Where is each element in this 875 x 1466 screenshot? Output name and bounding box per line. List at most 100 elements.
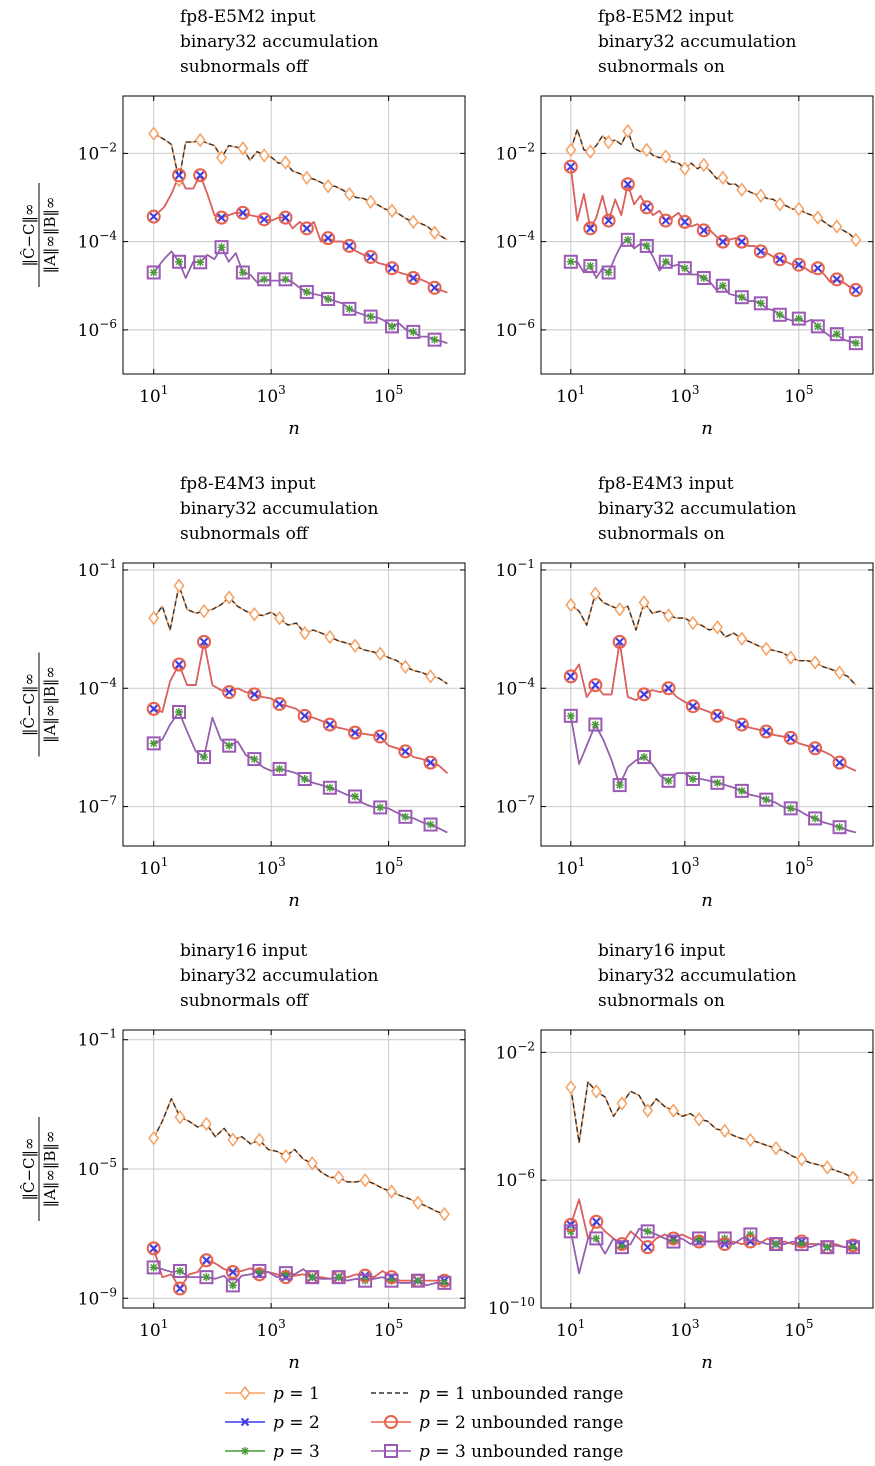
data-point [350,728,360,737]
legend-item-p1-unbounded: p = 1 unbounded range [371,1384,623,1404]
chart-title-line: binary32 accumulation [180,499,378,519]
plot-series [146,126,448,347]
y-axis-label-denominator: ‖A‖∞‖B‖∞ [41,197,59,274]
plot-area [123,563,465,846]
data-point [324,295,333,304]
data-point [642,1103,654,1118]
data-point [664,684,673,693]
data-point [366,252,375,262]
data-point [770,1140,782,1156]
data-point [172,254,187,269]
data-point [810,744,820,753]
data-point [811,814,820,823]
data-point [583,221,598,236]
data-point [612,778,627,793]
data-point [808,741,823,756]
data-point [687,615,699,631]
data-point [661,773,676,788]
y-tick-label: 10−10 [488,1295,535,1319]
x-tick-label: 105 [784,855,813,879]
data-point [821,1160,833,1175]
x-axis-label: n [288,890,300,911]
x-tick-label: 101 [556,855,585,879]
data-point [612,634,627,649]
data-point [322,780,337,795]
data-point [342,238,357,253]
data-point [238,268,247,277]
data-point [348,725,363,740]
chart-panel: binary16 input binary32 accumulation subno… [488,941,874,1373]
y-axis-label-numerator: ‖Ĉ−C‖∞ [20,203,38,266]
data-point [305,1270,320,1285]
y-axis-label-numerator: ‖Ĉ−C‖∞ [20,1137,38,1200]
data-point [711,620,723,635]
series-markers-p3 [566,235,860,348]
data-point [734,290,749,305]
data-point [642,203,651,212]
y-axis-label: ‖Ĉ−C‖∞ ‖A‖∞‖B‖∞ [20,652,59,757]
plot-frame [540,562,874,847]
plot-series [146,578,448,834]
y-tick-label: 10−2 [78,140,117,164]
y-tick-label: 10−1 [78,557,117,581]
data-point [566,257,575,266]
data-point [351,792,360,801]
data-point [810,319,825,334]
grid [123,563,465,846]
data-point [848,336,863,351]
data-point [199,1253,214,1268]
data-point [259,215,269,224]
chart-title-line: subnormals off [180,991,310,1011]
data-point [641,142,653,158]
data-point [297,771,312,786]
data-point [306,1156,318,1171]
y-axis-label-denominator: ‖A‖∞‖B‖∞ [41,1131,59,1208]
data-point [713,778,722,787]
data-point [734,234,749,249]
y-tick-label: 10−1 [78,1027,117,1051]
data-point [565,597,577,613]
data-point [586,224,595,233]
data-point [255,1266,264,1275]
data-point [214,240,229,255]
data-point [565,142,577,158]
series-line-p2-unbounded [570,166,857,291]
data-point [274,610,285,626]
series-markers-p1 [148,1109,450,1222]
data-point [358,1273,373,1288]
chart-title-line: fp8-E4M3 input [180,474,316,494]
data-point [278,1266,293,1281]
data-point [237,141,249,156]
data-point [345,241,354,251]
x-tick-label: 101 [556,383,585,407]
series-markers-p2 [149,637,435,767]
data-point [753,244,768,259]
data-point [820,1240,835,1255]
data-point [615,637,624,647]
data-point [300,774,309,783]
data-point [617,1243,626,1252]
x-tick-label: 103 [257,855,286,879]
data-point [342,301,357,316]
legend-label: p = 1 unbounded range [419,1384,623,1404]
chart-panel: binary16 input binary32 accumulation subno… [20,941,466,1373]
data-point [743,1234,758,1249]
data-point [194,132,206,148]
data-point [174,1109,186,1125]
y-tick-label: 10−6 [496,1167,535,1191]
data-point [566,162,576,171]
data-point [736,631,748,647]
data-point [660,149,672,164]
data-point [196,171,205,180]
data-point [603,134,615,150]
y-tick-label: 10−7 [78,794,117,818]
data-point [427,332,442,347]
data-point [808,811,823,826]
data-point [793,201,805,217]
data-point [762,795,771,804]
x-tick-label: 101 [556,1317,585,1341]
data-point [717,170,729,186]
data-point [590,1084,602,1099]
data-point [640,1224,655,1239]
data-point [756,247,766,256]
